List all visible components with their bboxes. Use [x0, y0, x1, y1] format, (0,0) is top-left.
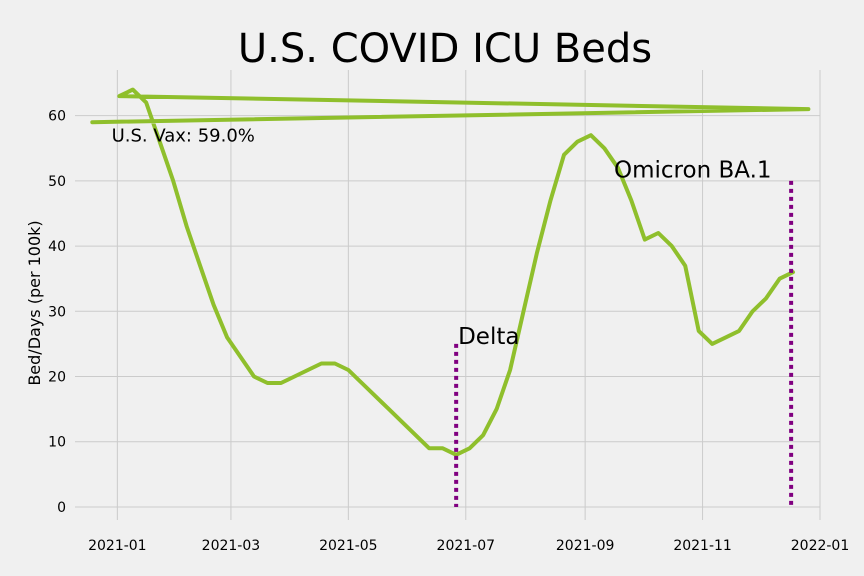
x-tick-label: 2021-09 — [556, 538, 615, 554]
y-tick-labels: 0 10 20 30 40 50 60 — [48, 109, 66, 516]
y-tick-label: 30 — [48, 304, 66, 320]
annotations: U.S. Vax: 59.0% Delta Omicron BA.1 — [112, 126, 772, 350]
x-tick-label: 2022-01 — [791, 538, 850, 554]
y-tick-label: 50 — [48, 174, 66, 190]
x-tick-label: 2021-05 — [319, 538, 378, 554]
x-tick-label: 2021-07 — [437, 538, 496, 554]
x-tick-label: 2021-03 — [202, 538, 261, 554]
annotation-text: Delta — [458, 324, 519, 350]
y-tick-label: 60 — [48, 109, 66, 125]
y-tick-label: 10 — [48, 435, 66, 451]
chart-title: U.S. COVID ICU Beds — [238, 26, 652, 72]
event-lines — [454, 180, 794, 507]
x-gridlines — [116, 70, 821, 520]
x-tick-label: 2021-01 — [88, 538, 147, 554]
x-tick-label: 2021-11 — [673, 538, 732, 554]
annotation-text: Omicron BA.1 — [614, 158, 772, 184]
x-tick-labels: 2021-01 2021-03 2021-05 2021-07 2021-09 2021-… — [88, 538, 849, 554]
y-tick-label: 20 — [48, 370, 66, 386]
y-axis-label: Bed/Days (per 100k) — [25, 220, 44, 385]
series-group — [90, 87, 811, 457]
series-line-icu-beds — [90, 87, 811, 457]
annotation-text: U.S. Vax: 59.0% — [112, 126, 255, 147]
y-tick-label: 0 — [57, 500, 66, 516]
y-tick-label: 40 — [48, 239, 66, 255]
